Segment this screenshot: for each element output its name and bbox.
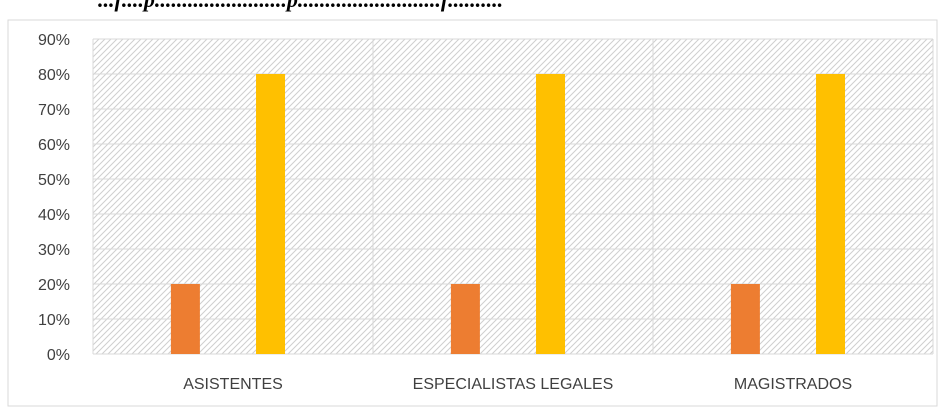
y-tick-label: 50%: [38, 172, 70, 189]
plot-area: [93, 39, 933, 354]
y-tick-label: 40%: [38, 207, 70, 224]
bar: [816, 74, 846, 354]
x-axis: ASISTENTES ESPECIALISTAS LEGALES MAGISTRAD…: [183, 376, 852, 393]
chart-border: [7, 19, 938, 407]
y-tick-label: 10%: [38, 312, 70, 329]
x-category-label: ESPECIALISTAS LEGALES: [413, 376, 614, 393]
y-tick-label: 60%: [38, 137, 70, 154]
bar: [170, 284, 200, 354]
y-tick-label: 20%: [38, 277, 70, 294]
x-category-label: MAGISTRADOS: [734, 376, 852, 393]
y-tick-label: 0%: [47, 347, 70, 364]
bar: [256, 74, 286, 354]
bars-layer: [170, 74, 846, 354]
y-axis: 0% 10% 20% 30% 40% 50% 60% 70% 80% 90%: [38, 32, 70, 364]
cropped-heading: ...f....p........................p......…: [98, 0, 503, 12]
y-tick-label: 90%: [38, 32, 70, 49]
bar: [730, 284, 760, 354]
x-category-label: ASISTENTES: [183, 376, 283, 393]
y-tick-label: 30%: [38, 242, 70, 259]
y-tick-label: 70%: [38, 102, 70, 119]
gridlines: [92, 38, 934, 355]
bar: [536, 74, 566, 354]
bar: [450, 284, 480, 354]
y-tick-label: 80%: [38, 67, 70, 84]
